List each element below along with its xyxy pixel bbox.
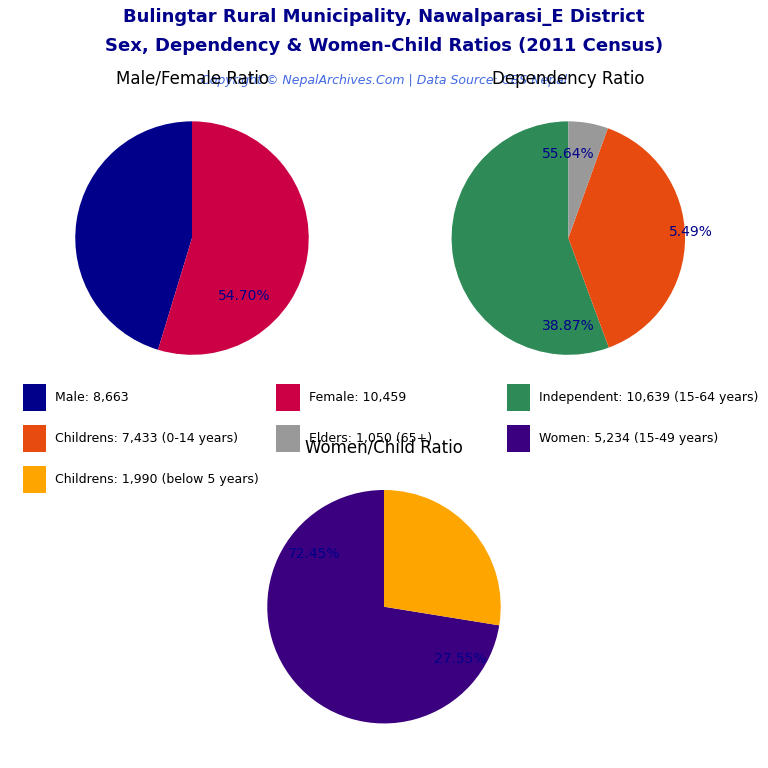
FancyBboxPatch shape xyxy=(23,466,46,493)
Wedge shape xyxy=(384,490,501,625)
Text: Independent: 10,639 (15-64 years): Independent: 10,639 (15-64 years) xyxy=(539,392,759,404)
FancyBboxPatch shape xyxy=(23,425,46,452)
Wedge shape xyxy=(75,121,192,349)
Title: Male/Female Ratio: Male/Female Ratio xyxy=(115,70,269,88)
FancyBboxPatch shape xyxy=(23,385,46,412)
Text: Male: 8,663: Male: 8,663 xyxy=(55,392,129,404)
Text: 27.55%: 27.55% xyxy=(434,652,486,667)
Text: Female: 10,459: Female: 10,459 xyxy=(309,392,406,404)
Text: 5.49%: 5.49% xyxy=(669,225,713,240)
Text: Bulingtar Rural Municipality, Nawalparasi_E District: Bulingtar Rural Municipality, Nawalparas… xyxy=(123,8,645,25)
FancyBboxPatch shape xyxy=(276,425,300,452)
Text: 72.45%: 72.45% xyxy=(288,547,340,561)
Text: 54.70%: 54.70% xyxy=(218,290,271,303)
Wedge shape xyxy=(452,121,609,355)
Text: Childrens: 1,990 (below 5 years): Childrens: 1,990 (below 5 years) xyxy=(55,473,259,486)
Text: Sex, Dependency & Women-Child Ratios (2011 Census): Sex, Dependency & Women-Child Ratios (20… xyxy=(105,37,663,55)
Text: Copyright © NepalArchives.Com | Data Source: CBS Nepal: Copyright © NepalArchives.Com | Data Sou… xyxy=(201,74,567,87)
FancyBboxPatch shape xyxy=(276,385,300,412)
Text: Childrens: 7,433 (0-14 years): Childrens: 7,433 (0-14 years) xyxy=(55,432,238,445)
Wedge shape xyxy=(158,121,309,355)
Text: 55.64%: 55.64% xyxy=(542,147,594,161)
Title: Dependency Ratio: Dependency Ratio xyxy=(492,70,644,88)
Text: Women: 5,234 (15-49 years): Women: 5,234 (15-49 years) xyxy=(539,432,718,445)
Title: Women/Child Ratio: Women/Child Ratio xyxy=(305,439,463,456)
Text: 38.87%: 38.87% xyxy=(542,319,594,333)
FancyBboxPatch shape xyxy=(507,385,530,412)
FancyBboxPatch shape xyxy=(507,425,530,452)
Text: 45.30%: 45.30% xyxy=(101,173,154,187)
Wedge shape xyxy=(568,121,607,238)
Text: Elders: 1,050 (65+): Elders: 1,050 (65+) xyxy=(309,432,432,445)
Wedge shape xyxy=(568,128,685,348)
Wedge shape xyxy=(267,490,499,723)
